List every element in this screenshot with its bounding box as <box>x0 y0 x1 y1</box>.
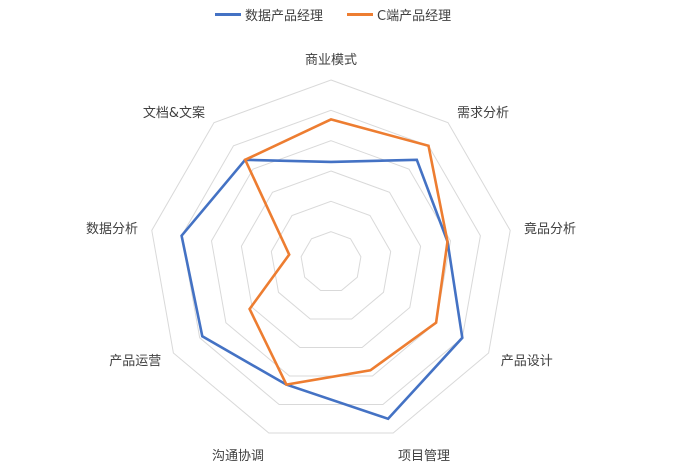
series-line-1 <box>180 158 464 421</box>
legend-swatch-series-1 <box>215 12 241 16</box>
legend-item-series-2: C端产品经理 <box>347 4 451 24</box>
axis-label-4: 产品设计 <box>501 354 553 369</box>
series-line-2 <box>243 118 449 387</box>
grid-ring-3 <box>240 170 422 348</box>
grid-ring-2 <box>270 200 392 320</box>
grid-ring-5 <box>181 109 481 405</box>
axis-label-5: 项目管理 <box>398 449 450 464</box>
axis-label-8: 数据分析 <box>86 222 138 237</box>
axis-label-9: 文档&文案 <box>143 106 205 121</box>
axis-label-2: 需求分析 <box>457 106 509 121</box>
grid-ring-1 <box>300 231 362 291</box>
legend-swatch-series-2 <box>347 12 373 16</box>
axis-label-1: 商业模式 <box>305 53 357 68</box>
grid-ring-4 <box>210 140 452 377</box>
legend: 数据产品经理 C端产品经理 <box>0 4 698 24</box>
legend-item-series-1: 数据产品经理 <box>215 4 323 24</box>
legend-label-series-2: C端产品经理 <box>377 8 452 24</box>
axis-label-7: 产品运营 <box>109 354 161 369</box>
grid-ring-6 <box>151 79 511 434</box>
legend-label-series-1: 数据产品经理 <box>245 8 324 24</box>
axis-label-3: 竟品分析 <box>524 222 576 237</box>
axis-label-6: 沟通协调 <box>212 449 264 464</box>
